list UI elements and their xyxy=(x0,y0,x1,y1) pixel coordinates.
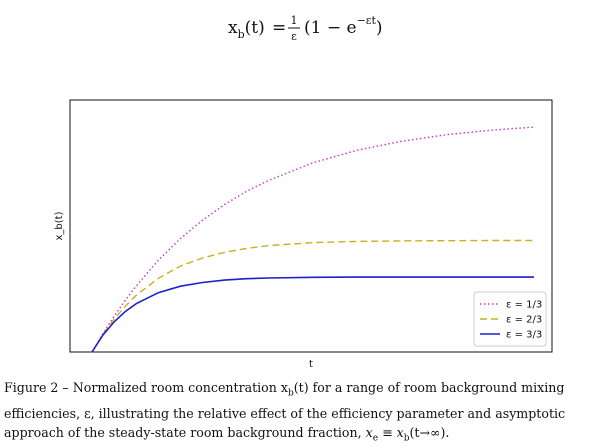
equation-fraction-numerator: 1 xyxy=(291,14,298,27)
caption-part1-sub: b xyxy=(287,388,294,399)
caption-end: (t→∞). xyxy=(409,424,450,440)
chart: t x_b(t) ε = 1/3 ε = 2/3 ε = 3/3 xyxy=(54,99,553,370)
equation-equals: = xyxy=(272,18,286,38)
plot-area xyxy=(69,99,553,353)
series-line-2 xyxy=(91,239,534,353)
caption-xb-var: x xyxy=(396,424,404,440)
legend-box xyxy=(473,291,547,347)
svg-text:(1 − e−εt): (1 − e−εt) xyxy=(304,14,383,38)
equation-paren-open: (1 − e xyxy=(304,18,357,38)
equation-paren-close: ) xyxy=(376,18,383,38)
series-line-1 xyxy=(91,126,535,353)
legend-label-2: ε = 2/3 xyxy=(506,315,542,326)
series-line-3 xyxy=(91,276,534,353)
y-axis-label: x_b(t) xyxy=(54,211,65,240)
equation-lhs-var: x xyxy=(228,18,238,38)
legend-label-3: ε = 3/3 xyxy=(506,330,542,341)
x-axis-label: t xyxy=(309,359,313,370)
equation-fraction-denominator: ε xyxy=(291,30,297,43)
caption-part2: (t) for a range of room background mixin… xyxy=(4,380,566,440)
svg-text:xb(t): xb(t) xyxy=(228,18,265,41)
caption-xe-sub: e xyxy=(372,433,379,444)
equation-lhs-sub: b xyxy=(238,28,245,41)
caption-equiv: ≡ xyxy=(378,424,397,440)
legend: ε = 1/3 ε = 2/3 ε = 3/3 xyxy=(473,291,547,347)
equation-exponent: −εt xyxy=(357,14,377,27)
caption-xe-var: x xyxy=(365,424,373,440)
equation-lhs-arg: (t) xyxy=(245,18,265,38)
figure-caption: Figure 2 – Normalized room concentration… xyxy=(4,378,604,448)
caption-xb-sub: b xyxy=(403,433,410,444)
legend-label-1: ε = 1/3 xyxy=(506,300,542,311)
equation: xb(t) = 1 ε (1 − e−εt) xyxy=(228,14,383,43)
series-layer xyxy=(91,126,535,353)
caption-part1: Figure 2 – Normalized room concentration… xyxy=(4,380,288,395)
